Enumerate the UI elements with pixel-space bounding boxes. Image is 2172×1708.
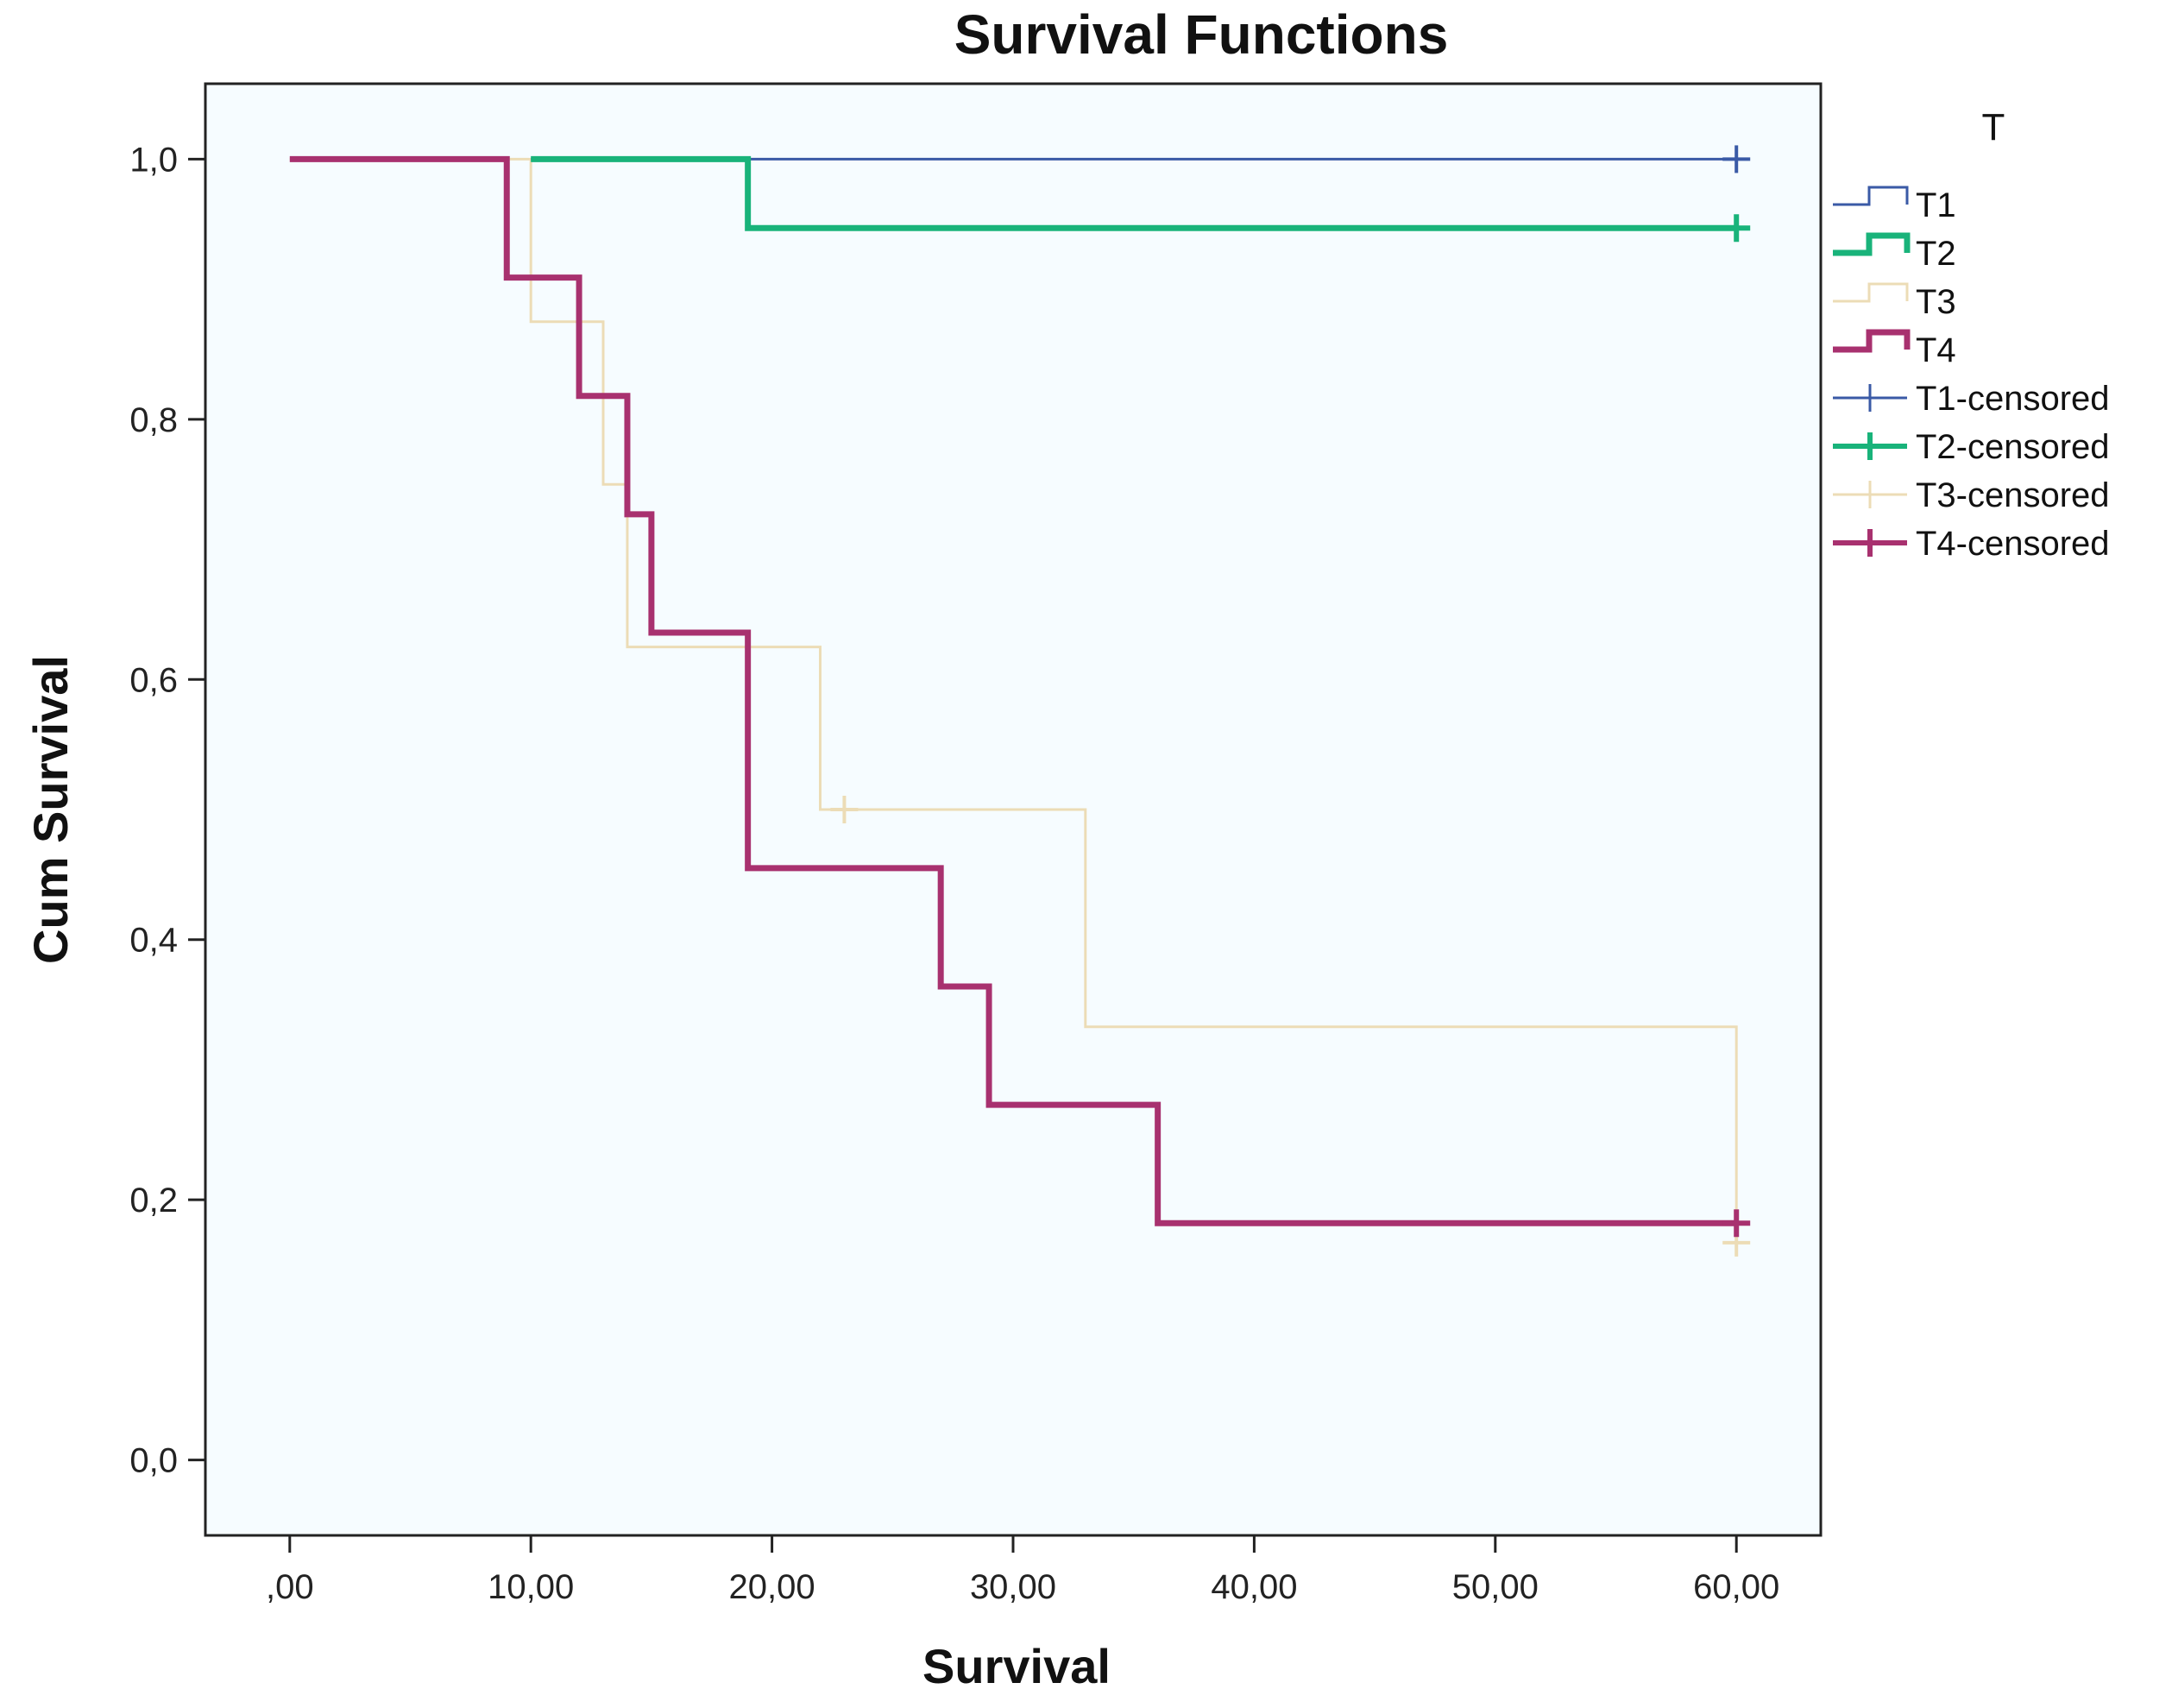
x-axis: ,00 10,00 20,00 30,00 40,00 50,00 60,00 bbox=[266, 1535, 1779, 1606]
legend-item-t2: T2 bbox=[1833, 232, 1956, 273]
y-tick-label: 1,0 bbox=[129, 141, 178, 179]
y-tick-label: 0,4 bbox=[129, 922, 178, 960]
legend-label-t3-censored: T3-censored bbox=[1916, 476, 2110, 514]
legend-item-t4-censored: T4-censored bbox=[1833, 525, 2110, 563]
legend-swatch-t2 bbox=[1833, 232, 1911, 256]
legend-item-t1: T1 bbox=[1833, 186, 1956, 224]
x-tick-label: ,00 bbox=[266, 1568, 314, 1606]
x-tick-label: 30,00 bbox=[970, 1568, 1056, 1606]
y-axis-title: Cum Survival bbox=[23, 655, 78, 964]
x-tick-label: 50,00 bbox=[1452, 1568, 1539, 1606]
legend-swatch-t1 bbox=[1833, 186, 1909, 206]
y-tick-label: 0,8 bbox=[129, 401, 178, 439]
y-tick-label: 0,6 bbox=[129, 661, 178, 699]
legend-item-t2-censored: T2-censored bbox=[1833, 428, 2110, 466]
legend-label-t2-censored: T2-censored bbox=[1916, 428, 2110, 466]
series-t4-line bbox=[289, 155, 1737, 1226]
series-layer bbox=[289, 145, 1751, 1257]
series-t3-line bbox=[289, 157, 1738, 1243]
series-t3-censor-mark bbox=[830, 796, 859, 823]
x-tick-label: 20,00 bbox=[729, 1568, 815, 1606]
legend-item-t1-censored: T1-censored bbox=[1833, 380, 2110, 418]
legend-title: T bbox=[1982, 106, 2005, 148]
legend-label-t4-censored: T4-censored bbox=[1916, 525, 2110, 563]
legend-swatch-t4 bbox=[1833, 329, 1911, 353]
chart-title: Survival Functions bbox=[954, 3, 1449, 66]
legend-swatch-t3 bbox=[1833, 282, 1909, 303]
series-t2-censor-mark bbox=[1722, 214, 1751, 243]
y-tick-label: 0,0 bbox=[129, 1442, 178, 1480]
series-t1-censor-mark bbox=[1722, 145, 1751, 173]
x-axis-title: Survival bbox=[922, 1639, 1111, 1693]
y-axis: 0,0 0,2 0,4 0,6 0,8 1,0 bbox=[129, 141, 205, 1480]
series-t4-censor-mark bbox=[1722, 1209, 1751, 1238]
x-tick-label: 10,00 bbox=[488, 1568, 574, 1606]
legend-item-t4: T4 bbox=[1833, 329, 1956, 369]
legend-label-t1: T1 bbox=[1916, 186, 1956, 224]
legend: T T1 T2 T3 T4 T1-censored T2-censored T3-censo… bbox=[1833, 106, 2110, 563]
x-tick-label: 40,00 bbox=[1211, 1568, 1297, 1606]
series-t2-line bbox=[531, 155, 1737, 231]
legend-label-t2: T2 bbox=[1916, 235, 1956, 273]
legend-label-t3: T3 bbox=[1916, 283, 1956, 321]
legend-label-t1-censored: T1-censored bbox=[1916, 380, 2110, 418]
legend-item-t3: T3 bbox=[1833, 282, 1956, 321]
y-tick-label: 0,2 bbox=[129, 1182, 178, 1220]
legend-label-t4: T4 bbox=[1916, 331, 1956, 369]
legend-item-t3-censored: T3-censored bbox=[1833, 476, 2110, 514]
x-tick-label: 60,00 bbox=[1693, 1568, 1779, 1606]
